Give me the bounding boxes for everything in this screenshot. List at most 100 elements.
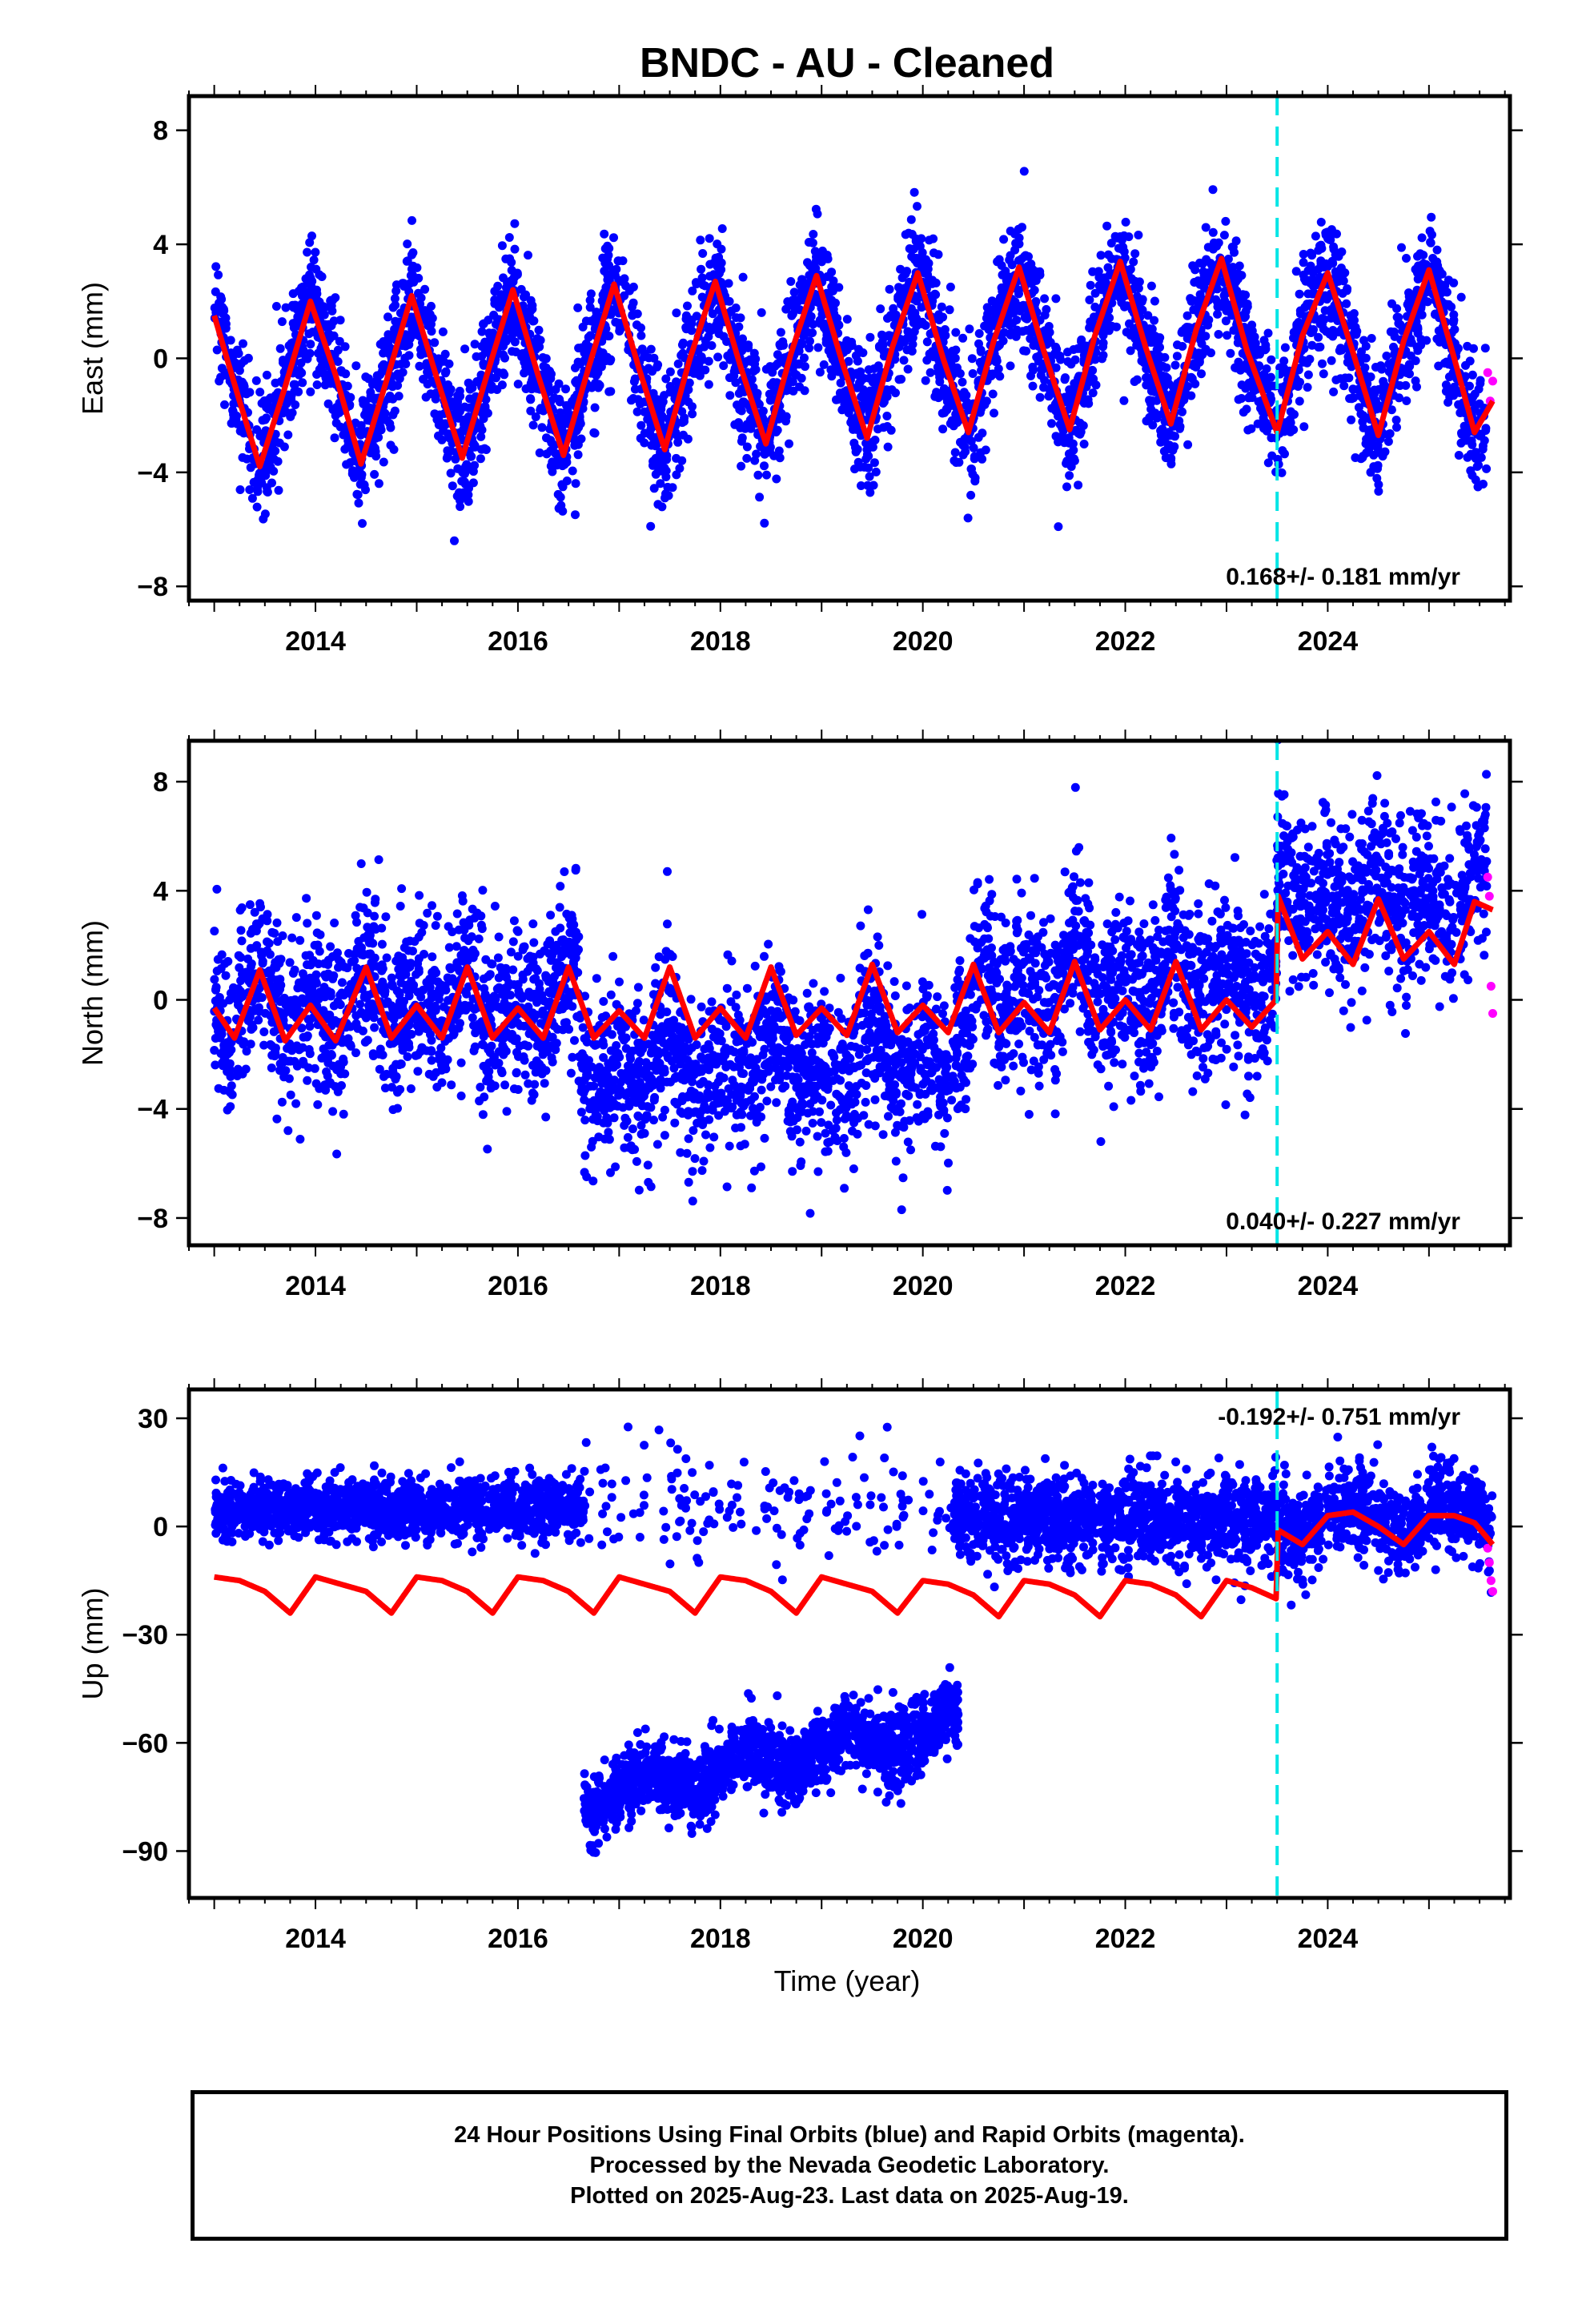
final-orbit-point <box>1315 241 1324 251</box>
final-orbit-point <box>632 407 642 416</box>
final-orbit-point <box>1150 296 1159 306</box>
final-orbit-point <box>1223 255 1233 263</box>
final-orbit-point <box>390 406 400 416</box>
final-orbit-point <box>940 325 950 334</box>
final-orbit-point <box>739 397 749 407</box>
final-orbit-point <box>1126 896 1134 906</box>
final-orbit-point <box>911 234 921 243</box>
final-orbit-point <box>1125 319 1134 328</box>
final-orbit-point <box>821 338 831 348</box>
final-orbit-point <box>1446 385 1456 394</box>
final-orbit-point <box>707 341 717 350</box>
final-orbit-point <box>651 469 661 479</box>
final-orbit-point <box>896 288 905 298</box>
final-orbit-point <box>908 340 917 349</box>
final-orbit-point <box>293 312 303 322</box>
final-orbit-point <box>801 362 809 372</box>
data-points <box>210 741 1497 1218</box>
final-orbit-point <box>1199 271 1209 280</box>
final-orbit-point <box>590 403 600 412</box>
final-orbit-point <box>563 404 572 414</box>
final-orbit-point <box>965 324 974 334</box>
final-orbit-point <box>874 941 884 950</box>
final-orbit-point <box>688 402 697 412</box>
final-orbit-point <box>1469 344 1478 353</box>
final-orbit-point <box>571 510 580 520</box>
final-orbit-point <box>555 903 564 912</box>
final-orbit-point <box>1029 365 1038 375</box>
final-orbit-point <box>221 320 231 328</box>
final-orbit-point <box>1470 389 1480 399</box>
final-orbit-point <box>1221 216 1231 226</box>
final-orbit-point <box>1235 261 1244 271</box>
final-orbit-point <box>353 490 363 500</box>
final-orbit-point <box>330 433 339 443</box>
final-orbit-point <box>237 936 247 946</box>
final-orbit-point <box>1291 267 1301 276</box>
final-orbit-point <box>1183 440 1193 449</box>
final-orbit-point <box>305 238 315 247</box>
final-orbit-point <box>865 488 875 497</box>
final-orbit-point <box>531 412 540 421</box>
final-orbit-point <box>990 408 998 418</box>
final-orbit-point <box>1292 320 1302 330</box>
final-orbit-point <box>1187 374 1197 384</box>
final-orbit-point <box>1220 895 1229 905</box>
final-orbit-point <box>1351 330 1361 340</box>
final-orbit-point <box>594 380 604 389</box>
final-orbit-point <box>1415 249 1425 259</box>
final-orbit-point <box>510 219 520 228</box>
final-orbit-point <box>1316 217 1326 227</box>
final-orbit-point <box>1119 396 1129 405</box>
final-orbit-point <box>1065 385 1074 395</box>
final-orbit-point <box>1247 382 1256 392</box>
final-orbit-point <box>1308 280 1318 290</box>
rate-label: 0.168+/- 0.181 mm/yr <box>1226 564 1460 590</box>
final-orbit-point <box>277 317 287 327</box>
final-orbit-point <box>1156 437 1166 447</box>
final-orbit-point <box>1369 450 1379 460</box>
final-orbit-point <box>573 303 583 312</box>
final-orbit-point <box>687 326 697 336</box>
final-orbit-point <box>885 284 894 294</box>
final-orbit-point <box>904 228 913 238</box>
final-orbit-point <box>827 372 837 381</box>
final-orbit-point <box>273 456 283 466</box>
final-orbit-point <box>717 265 726 275</box>
final-orbit-point <box>1208 227 1218 237</box>
final-orbit-point <box>312 370 322 379</box>
final-orbit-point <box>1356 409 1366 419</box>
final-orbit-point <box>1113 233 1122 243</box>
final-orbit-point <box>467 452 476 461</box>
final-orbit-point <box>1220 1019 1230 1029</box>
final-orbit-point <box>1417 310 1427 320</box>
final-orbit-point <box>451 454 460 464</box>
final-orbit-point <box>1142 372 1151 382</box>
final-orbit-point <box>464 490 473 500</box>
final-orbit-point <box>1363 806 1373 816</box>
final-orbit-point <box>570 440 580 450</box>
final-orbit-point <box>653 500 663 509</box>
final-orbit-point <box>358 519 367 529</box>
final-orbit-point <box>834 283 844 292</box>
final-orbit-point <box>870 379 880 388</box>
final-orbit-point <box>1172 352 1182 361</box>
final-orbit-point <box>1107 254 1116 263</box>
final-orbit-point <box>1359 452 1367 461</box>
final-orbit-point <box>1085 296 1094 304</box>
final-orbit-point <box>1277 468 1287 477</box>
final-orbit-point <box>1223 331 1232 340</box>
final-orbit-point <box>1325 235 1335 244</box>
final-orbit-point <box>708 309 717 319</box>
final-orbit-point <box>982 303 992 312</box>
final-orbit-point <box>535 448 544 457</box>
final-orbit-point <box>1088 366 1098 376</box>
final-orbit-point <box>1226 348 1235 358</box>
final-orbit-point <box>1329 242 1339 251</box>
final-orbit-point <box>1348 384 1358 394</box>
final-orbit-point <box>335 422 345 432</box>
final-orbit-point <box>772 474 781 484</box>
final-orbit-point <box>255 388 265 397</box>
final-orbit-point <box>537 423 547 432</box>
final-orbit-point <box>932 388 942 397</box>
